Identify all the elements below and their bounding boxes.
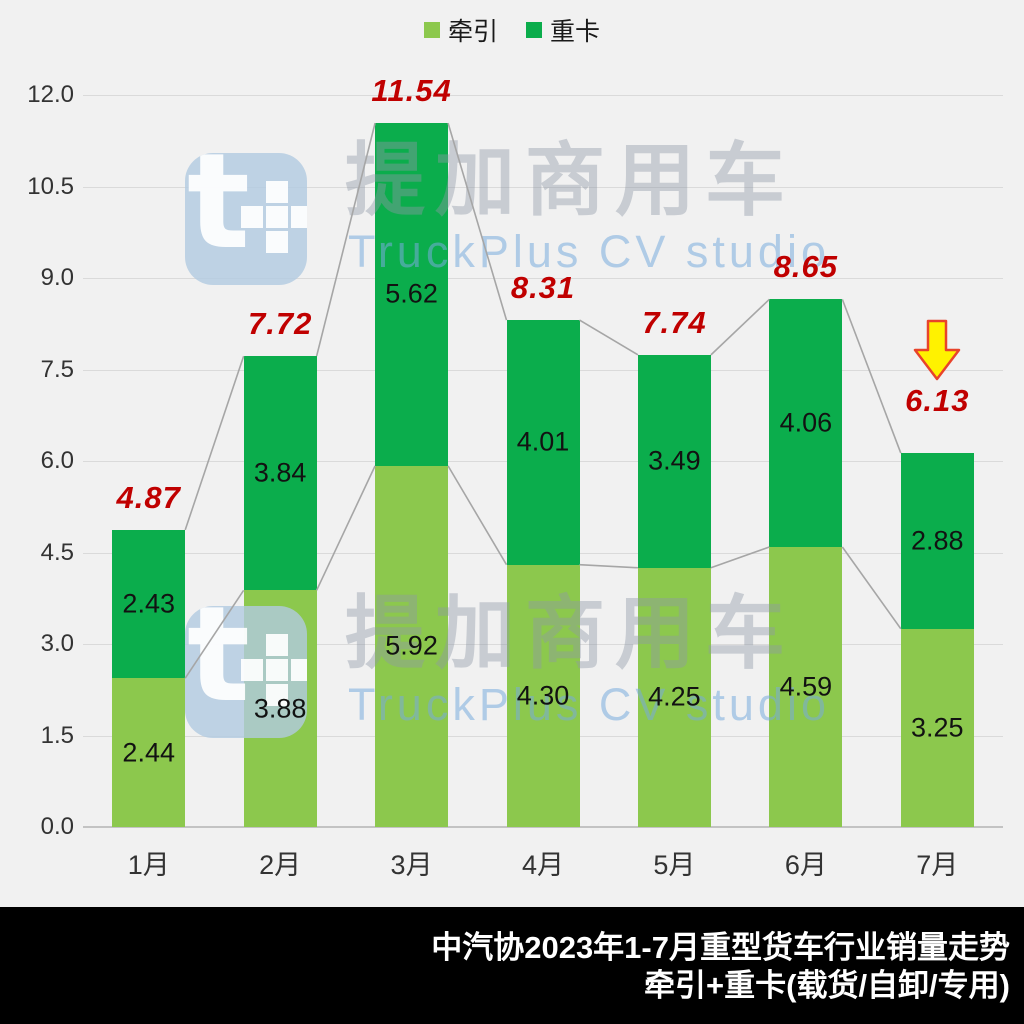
x-axis-line [83,826,1003,828]
bar-segment-tractor-3月 [375,465,448,827]
bar-segment-tractor-6月 [769,547,842,827]
legend-swatch-zhongka [526,22,542,38]
truckplus-logo-icon: t [185,153,307,285]
segment-value-label: 2.43 [122,588,175,619]
y-axis-tick-label: 4.5 [40,538,74,566]
bar-segment-heavytruck-4月 [507,320,580,565]
legend-label-qianyin: 牵引 [447,18,498,46]
y-axis-tick-label: 10.5 [27,172,74,200]
segment-value-label: 4.01 [516,426,570,457]
y-axis-tick-label: 12.0 [27,81,74,108]
legend-item-zhongka: 重卡 [526,12,600,48]
bar-segment-heavytruck-5月 [638,354,711,568]
x-axis-label-6月: 6月 [784,850,827,880]
y-axis-tick-label: 9.0 [40,264,74,291]
segment-value-label: 4.59 [779,671,833,702]
gridline [83,95,1003,96]
bar-segment-tractor-7月 [901,628,974,827]
gridline [83,186,1003,188]
legend-label-zhongka: 重卡 [550,18,601,46]
segment-value-label: 5.62 [385,278,438,309]
total-value-label: 8.31 [510,270,576,306]
y-axis-tick-label: 0.0 [40,813,74,840]
bar-segment-tractor-5月 [638,567,711,827]
bar-segment-heavytruck-3月 [375,123,448,466]
y-axis-tick-label: 7.5 [40,355,74,383]
total-value-label: 7.74 [642,304,707,340]
footer-subtitle-line: 牵引+重卡(载货/自卸/专用) [644,968,1010,1003]
down-arrow-icon [912,319,962,388]
segment-value-label: 2.44 [122,737,175,768]
segment-value-label: 3.84 [253,457,307,488]
total-value-label: 8.65 [773,249,839,285]
total-value-label: 7.72 [247,306,313,342]
footer-title-line: 中汽协2023年1-7月重型货车行业销量走势 [431,930,1010,965]
x-axis-label-4月: 4月 [521,850,565,880]
y-axis-tick-label: 1.5 [40,721,74,749]
gridline [83,278,1003,279]
x-axis-label-3月: 3月 [390,850,433,880]
bar-segment-heavytruck-7月 [901,453,974,629]
bar-segment-tractor-1月 [112,678,185,827]
x-axis-label-7月: 7月 [916,850,959,880]
legend-item-qianyin: 牵引 [423,12,498,48]
bar-segment-heavytruck-1月 [112,529,185,679]
segment-value-label: 2.88 [911,525,964,556]
y-axis-tick-label: 6.0 [40,447,74,474]
segment-value-label: 4.30 [516,680,570,711]
segment-value-label: 3.88 [253,693,307,724]
bar-segment-heavytruck-6月 [769,299,842,547]
total-value-label: 6.13 [905,383,970,419]
bar-segment-tractor-4月 [507,564,580,827]
segment-value-label: 3.25 [911,712,964,743]
segment-value-label: 5.92 [385,630,438,661]
segment-value-label: 4.25 [648,681,701,712]
x-axis-label-2月: 2月 [259,850,302,880]
legend: 牵引 重卡 [0,12,1024,48]
x-axis-label-5月: 5月 [653,850,696,880]
segment-value-label: 3.49 [648,445,701,476]
segment-value-label: 4.06 [779,407,833,438]
total-value-label: 4.87 [116,479,181,515]
total-value-label: 11.54 [371,73,452,109]
legend-swatch-qianyin [423,22,440,38]
x-axis-label-1月: 1月 [127,850,170,880]
footer-caption: 中汽协2023年1-7月重型货车行业销量走势 牵引+重卡(载货/自卸/专用) [0,907,1024,1024]
y-axis-tick-label: 3.0 [40,630,74,657]
bar-segment-heavytruck-2月 [244,356,317,591]
